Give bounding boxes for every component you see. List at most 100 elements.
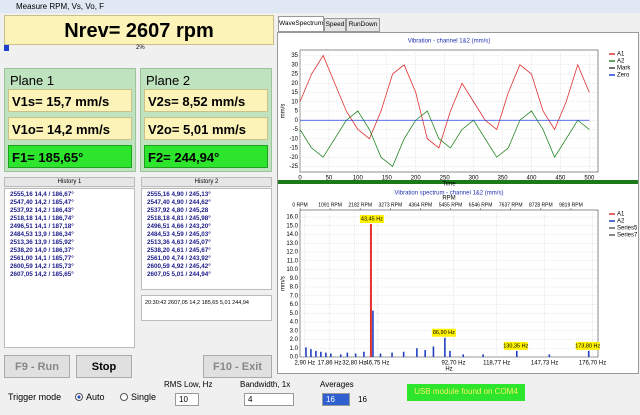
x-tick-label: 450	[555, 176, 566, 182]
annotation-bg	[359, 215, 384, 223]
averages-select[interactable]: 16	[322, 393, 350, 406]
history-header: History 2	[141, 177, 272, 187]
splitter	[278, 180, 638, 184]
spectrum-bar	[363, 351, 365, 357]
y-tick-label: 5	[295, 109, 299, 115]
exit-button[interactable]: F10 - Exit	[203, 355, 272, 378]
tab[interactable]: RunDown	[346, 18, 380, 32]
history-list: 2555,16 4,90 / 245,13° 2547,40 4,90 / 244…	[141, 188, 272, 290]
annotation: 173,80 Hz	[575, 343, 600, 349]
chart-title: Vibration spectrum - channel 1&2 (mm/s)	[395, 191, 504, 197]
vs-value: V2s= 8,52 mm/s	[144, 89, 268, 112]
x-tick-label: 2,90 Hz	[294, 361, 315, 367]
radio-single[interactable]	[120, 393, 128, 401]
y-tick-label: -5	[293, 127, 299, 133]
x2-tick-label: 6546 RPM	[469, 202, 493, 208]
annotation: 86,90 Hz	[433, 330, 455, 336]
x-axis-label: Hz	[445, 367, 452, 373]
annotation-bg	[575, 341, 600, 350]
window-title: Measure RPM, Vs, Vo, F	[0, 0, 640, 13]
history-list: 2555,16 14,4 / 186,67° 2547,40 14,2 / 185…	[4, 188, 135, 348]
x2-tick-label: 4364 RPM	[409, 202, 433, 208]
spectrum-bar	[346, 352, 349, 357]
x2-tick-label: 2182 RPM	[348, 202, 372, 208]
legend-label: A1	[617, 52, 625, 58]
radio-label: Auto	[86, 392, 105, 402]
spectrum-bar	[516, 350, 518, 357]
spectrum-bar	[391, 352, 393, 357]
history-row: 2496,51 14,1 / 187,18°	[10, 223, 74, 230]
averages-count: 16	[358, 395, 367, 404]
x-tick-label: 32,80 Hz	[342, 361, 366, 367]
annotation: 43,45 Hz	[361, 216, 383, 222]
history-row: 2484,53 13,9 / 186,34°	[10, 231, 74, 238]
y-tick-label: 3.0	[290, 328, 299, 334]
phase-value: F2= 244,94°	[144, 145, 268, 168]
y-tick-label: 25	[291, 72, 298, 78]
y-axis-label: mm/s	[281, 276, 287, 291]
y-tick-label: 2.0	[290, 337, 299, 343]
history-row: 2607,05 14,2 / 185,65°	[10, 271, 74, 278]
x-tick-label: 17,86 Hz	[318, 361, 342, 367]
y-axis-label: mm/s	[281, 104, 287, 119]
y-tick-label: 20	[291, 81, 298, 87]
log-box: 20:30:42 2607,05 14,2 185,65 5,01 244,94	[141, 295, 272, 321]
progress-bar	[4, 45, 9, 51]
averages-label: Averages	[320, 380, 354, 389]
spectrum-bar	[424, 350, 426, 357]
run-button[interactable]: F9 - Run	[4, 355, 70, 378]
x2-tick-label: 1091 RPM	[318, 202, 342, 208]
y-tick-label: -15	[289, 146, 298, 152]
spectrum-bar	[310, 349, 312, 357]
x-tick-label: 350	[498, 176, 509, 182]
plane-1: Plane 1 V1s= 15,7 mm/s V1o= 14,2 mm/s F1…	[4, 68, 136, 172]
plane-title: Plane 1	[10, 73, 55, 88]
spectrum-bar	[449, 350, 451, 357]
history-row: 2513,36 13,9 / 185,92°	[10, 239, 74, 246]
stop-button[interactable]: Stop	[76, 355, 132, 378]
legend-label: Series7	[617, 233, 638, 239]
x2-tick-label: 7637 RPM	[499, 202, 523, 208]
history-row: 2555,16 4,90 / 245,13°	[147, 191, 211, 198]
vo-value: V2o= 5,01 mm/s	[144, 117, 268, 140]
y-tick-label: 0	[295, 118, 299, 124]
y-tick-label: 7.0	[290, 293, 299, 299]
y-tick-label: 6.0	[290, 302, 299, 308]
spectrum-bar	[402, 351, 405, 357]
x-tick-label: 300	[469, 176, 480, 182]
history-row: 2547,40 4,90 / 244,62°	[147, 199, 211, 206]
rms-select[interactable]: 10	[175, 393, 199, 406]
legend-label: Series5	[617, 226, 638, 232]
chart-title: Vibration - channel 1&2 (mm/s)	[408, 39, 491, 45]
plane-2: Plane 2 V2s= 8,52 mm/s V2o= 5,01 mm/s F2…	[140, 68, 272, 172]
vo-value: V1o= 14,2 mm/s	[8, 117, 132, 140]
bandwidth-select[interactable]: 4	[244, 393, 294, 406]
history-row: 2600,59 14,2 / 185,73°	[10, 263, 74, 270]
y-tick-label: 4.0	[290, 320, 299, 326]
y-tick-label: 12.0	[286, 250, 298, 256]
x-tick-label: 50	[326, 176, 333, 182]
history-row: 2607,05 5,01 / 244,94°	[147, 271, 211, 278]
charts: Vibration - channel 1&2 (mm/s) 35 30 25 20 15…	[281, 39, 638, 373]
history-row: 2561,00 14,1 / 185,77°	[10, 255, 74, 262]
vs-value: V1s= 15,7 mm/s	[8, 89, 132, 112]
x-tick-label: 118,77 Hz	[483, 361, 510, 367]
x-tick-label: 150	[382, 176, 393, 182]
spectrum-bar	[305, 347, 307, 357]
spectrum-bar	[416, 348, 418, 357]
radio-auto[interactable]	[75, 393, 83, 401]
bandwidth-label: Bandwidth, 1x	[240, 380, 291, 389]
legend-label: Mark	[617, 66, 631, 72]
history-row: 2518,18 14,1 / 186,74°	[10, 215, 74, 222]
tab[interactable]: WaveSpectrum	[278, 16, 324, 32]
y-tick-label: 10	[291, 99, 298, 105]
tab[interactable]: Speed	[324, 18, 346, 32]
history-row: 2537,92 4,80 / 245,28	[147, 207, 209, 214]
radio-label: Single	[131, 392, 157, 402]
legend-label: Zero	[617, 73, 630, 79]
history-row: 2496,51 4,66 / 243,20°	[147, 223, 211, 230]
y-tick-label: 15.0	[286, 223, 298, 229]
history-row: 2518,18 4,81 / 245,98°	[147, 215, 211, 222]
y-tick-label: 14.0	[286, 232, 298, 238]
annotation: 130,35 Hz	[503, 343, 528, 349]
